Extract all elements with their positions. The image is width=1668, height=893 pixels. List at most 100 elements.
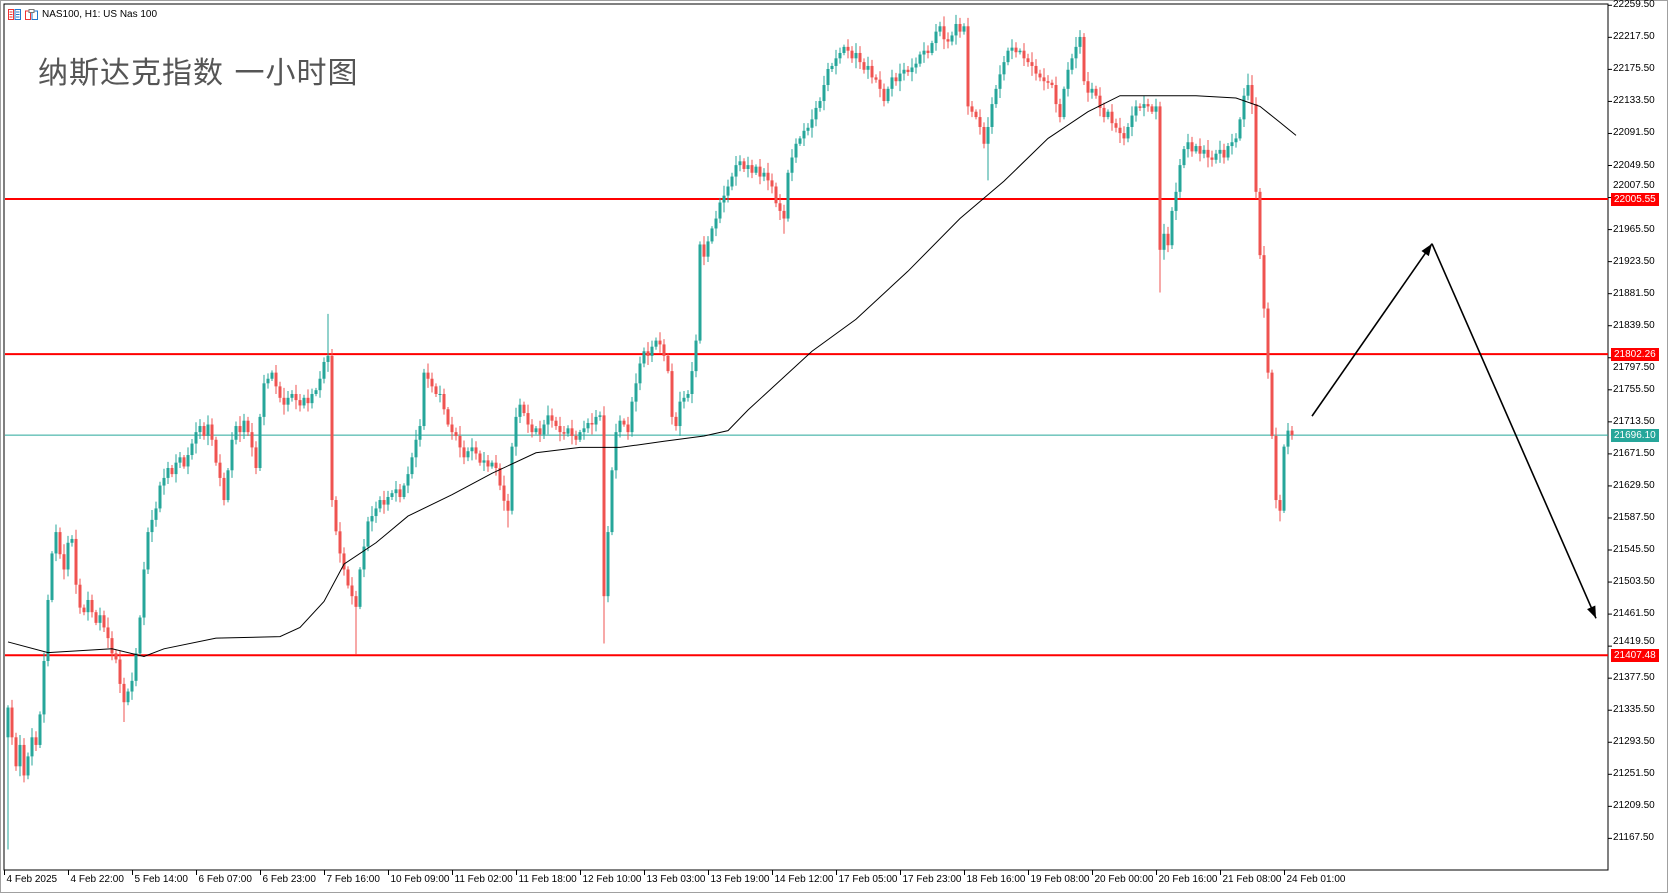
candle-body (562, 432, 566, 434)
chart-list-icon[interactable] (8, 9, 21, 20)
candle (842, 44, 846, 56)
candle (210, 418, 214, 446)
candle (730, 172, 734, 191)
candle-body (50, 553, 54, 600)
candle-body (390, 493, 394, 497)
candle (850, 46, 854, 63)
candle (698, 241, 702, 344)
candle-body (66, 542, 70, 570)
chart-window-icon[interactable] (25, 9, 38, 20)
candle (178, 451, 182, 468)
candle (1282, 444, 1286, 514)
candle (1070, 53, 1074, 75)
candle (910, 58, 914, 82)
level-label: 21802.26 (1611, 347, 1659, 361)
candle-body (138, 617, 142, 654)
candle-body (506, 500, 510, 511)
candle (958, 17, 962, 38)
projection-arrow-line (1311, 243, 1433, 417)
price-axis-label: 22007.50 (1613, 179, 1655, 191)
candle-body (522, 404, 526, 414)
candle-body (518, 404, 522, 417)
candle (450, 416, 454, 440)
candle (482, 451, 486, 472)
candle-body (1094, 88, 1098, 96)
candle (918, 51, 922, 67)
candle (1194, 143, 1198, 154)
candle (122, 677, 126, 723)
candle-body (826, 69, 830, 86)
candle-body (1138, 106, 1142, 108)
candle (594, 410, 598, 432)
candle (650, 340, 654, 362)
candle-body (30, 737, 34, 757)
candles-layer (6, 14, 1294, 850)
price-axis-label: 21167.50 (1613, 832, 1654, 844)
candle (666, 353, 670, 374)
candle-body (1070, 58, 1074, 70)
candle (38, 711, 42, 748)
candle (1158, 101, 1162, 293)
candle-body (1146, 104, 1150, 107)
candle-body (490, 462, 494, 467)
candle (50, 551, 54, 603)
candle (1058, 98, 1062, 123)
candle (542, 419, 546, 440)
candle-body (638, 363, 642, 384)
candle (706, 236, 710, 263)
candle-body (650, 346, 654, 356)
candle-body (710, 228, 714, 242)
candle-body (294, 393, 298, 401)
candle (1054, 76, 1058, 113)
candle-body (1198, 146, 1202, 154)
candle (962, 23, 966, 35)
price-axis-label: 22217.50 (1613, 31, 1655, 43)
candle (530, 419, 534, 438)
candle (98, 607, 102, 631)
candle-body (946, 39, 950, 42)
candle-body (718, 202, 722, 219)
candle (470, 438, 474, 461)
candle (1246, 73, 1250, 101)
candle-body (290, 393, 294, 398)
candle-body (1246, 85, 1250, 96)
candle (1102, 102, 1106, 123)
candle (870, 59, 874, 84)
candle (1250, 75, 1254, 115)
candle-body (246, 420, 250, 433)
time-axis-label: 4 Feb 2025 (6, 874, 58, 885)
candle-body (1118, 127, 1122, 134)
candle-body (658, 340, 662, 345)
candle (1206, 139, 1210, 168)
price-axis-label: 22049.50 (1613, 159, 1655, 171)
candle (1114, 118, 1118, 133)
candle (462, 440, 466, 465)
candle-body (874, 77, 878, 80)
candle-body (954, 23, 958, 36)
candle-body (802, 130, 806, 139)
candle-body (610, 470, 614, 533)
candle-body (102, 615, 106, 628)
candle-body (322, 361, 326, 379)
candle (358, 567, 362, 610)
candle (1002, 56, 1006, 81)
candle (1106, 109, 1110, 120)
candle (494, 455, 498, 476)
candle-body (822, 85, 826, 102)
candle-body (1098, 95, 1102, 108)
candle (786, 169, 790, 222)
chart-title-bar: NAS100, H1: US Nas 100 (8, 9, 157, 20)
price-axis-label: 21713.50 (1613, 415, 1655, 427)
candle-body (1194, 146, 1198, 152)
candle (1218, 140, 1222, 163)
candle (110, 631, 114, 661)
candle-body (866, 65, 870, 70)
candle (394, 480, 398, 502)
candle (1146, 98, 1150, 112)
candle (838, 47, 842, 64)
candle (854, 43, 858, 69)
candle-body (122, 683, 126, 703)
candle-body (674, 416, 678, 427)
candle-body (1206, 149, 1210, 158)
